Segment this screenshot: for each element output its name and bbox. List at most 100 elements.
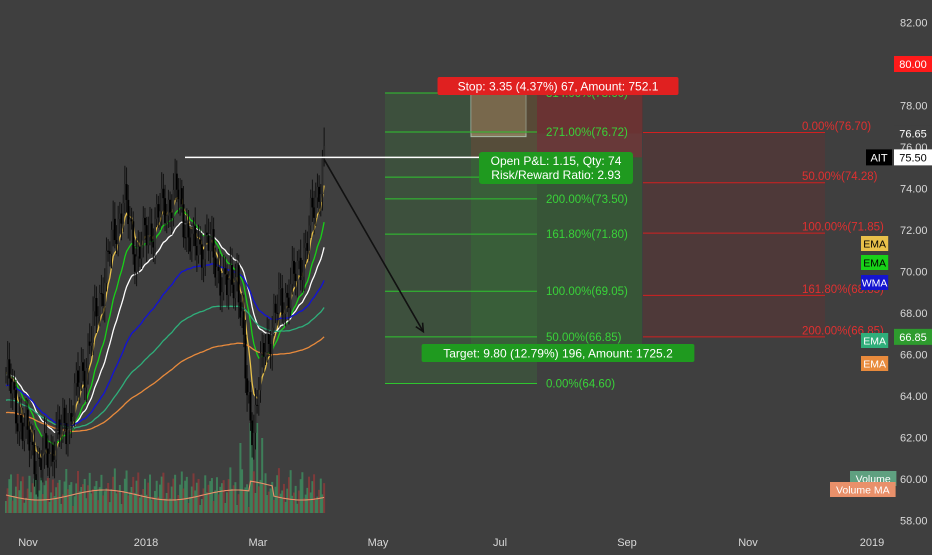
volume-bar [85, 498, 88, 513]
indicator-badge-text: EMA [863, 336, 886, 348]
volume-bar [241, 469, 244, 513]
candle-body [170, 212, 173, 219]
price-label-bg [894, 56, 932, 72]
candle-body [244, 334, 247, 379]
x-tick-label: May [368, 537, 389, 549]
candle-body [108, 251, 111, 254]
volume-bar [90, 493, 93, 513]
candle-body [236, 264, 239, 277]
volume-bar [155, 480, 158, 513]
candle-body [262, 343, 265, 357]
y-tick-label: 74.00 [900, 184, 928, 196]
volume-bar [165, 492, 168, 513]
candle-body [113, 218, 116, 241]
candle-body [75, 370, 78, 384]
volume-bar [108, 502, 111, 513]
volume-bar [202, 488, 205, 513]
candle-body [51, 444, 54, 462]
volume-bar [251, 423, 254, 513]
candle-body [20, 415, 23, 423]
candle-body [71, 416, 74, 422]
indicator-badge-text: Volume MA [836, 485, 890, 497]
candle-body [90, 342, 93, 346]
volume-bar [286, 488, 289, 513]
volume-bar [140, 494, 143, 513]
candle-body [15, 389, 18, 424]
candle-body [227, 279, 230, 296]
pnl-line2: Risk/Reward Ratio: 2.93 [491, 168, 621, 182]
candle-body [50, 444, 53, 454]
volume-bar [219, 486, 222, 513]
volume-bar [83, 478, 86, 513]
volume-bar [26, 488, 29, 513]
volume-bar [246, 484, 249, 513]
candle-body [103, 283, 106, 306]
volume-bar [123, 478, 126, 513]
candle-body [241, 311, 244, 318]
y-tick-label: 66.00 [900, 350, 928, 362]
volume-bar [274, 486, 277, 513]
volume-bar [231, 488, 234, 513]
volume-bar [298, 490, 301, 513]
stop-label: Stop: 3.35 (4.37%) 67, Amount: 752.1 [437, 77, 679, 95]
red-fib-label: 100.00%(71.85) [802, 222, 884, 234]
volume-bar [93, 486, 96, 513]
candle-body [246, 378, 249, 396]
candle-body [70, 413, 73, 422]
indicator-badge: EMA [861, 236, 889, 251]
volume-bar [180, 471, 183, 513]
candle-body [177, 189, 180, 200]
stop-label-bg [437, 77, 679, 95]
volume-bar [236, 504, 239, 513]
candle-body [167, 199, 170, 216]
volume-bar [6, 488, 9, 513]
candle-body [279, 288, 282, 290]
candle-body [145, 225, 148, 246]
volume-bar [43, 485, 46, 513]
volume-bar [5, 501, 7, 513]
candle-body [28, 429, 31, 451]
volume-bar [167, 482, 170, 513]
indicator-badge: EMA [861, 356, 889, 371]
candle-body [120, 213, 123, 224]
candle-body [97, 316, 100, 318]
y-tick-label: 62.00 [900, 433, 928, 445]
volume-bar [309, 492, 312, 513]
volume-bar [277, 468, 280, 513]
target-label-text: Target: 9.80 (12.79%) 196, Amount: 1725.… [443, 347, 673, 361]
candle-body [95, 298, 98, 317]
volume-bar [70, 482, 73, 513]
candle-body [232, 284, 235, 299]
volume-bar [175, 500, 178, 513]
volume-bar [11, 500, 14, 513]
volume-bar [301, 472, 304, 513]
volume-bar [135, 480, 138, 513]
candle-body [269, 344, 272, 355]
indicator-badge-bg [861, 236, 889, 251]
candle-body [142, 217, 145, 246]
volume-bar [157, 496, 160, 513]
pnl-line1: Open P&L: 1.15, Qty: 74 [491, 154, 622, 168]
candle-body [82, 362, 85, 371]
candle-body [154, 218, 157, 248]
volume-bar [21, 476, 24, 513]
green-fib-label: 200.00%(73.50) [546, 194, 628, 206]
candle-body [10, 378, 13, 394]
candle-body [115, 240, 118, 244]
candle-body [41, 454, 44, 470]
volume-bar [98, 487, 101, 513]
volume-bar [120, 504, 123, 513]
volume-bar [132, 476, 135, 513]
volume-bar [299, 479, 302, 513]
candle-body [303, 247, 306, 277]
price-label-text: 80.00 [899, 59, 927, 71]
price-label-bg [894, 125, 932, 142]
volume-bar [160, 476, 163, 513]
volume-bar [271, 481, 274, 513]
candle-body [140, 245, 143, 259]
volume-bar [279, 493, 282, 513]
volume-bar [18, 490, 21, 513]
volume-bar [224, 502, 227, 513]
